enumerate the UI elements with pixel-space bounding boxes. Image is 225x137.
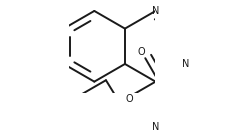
Text: N: N <box>152 6 159 16</box>
Text: O: O <box>138 47 145 57</box>
Text: N: N <box>182 59 190 69</box>
Text: O: O <box>125 94 133 104</box>
Text: N: N <box>152 122 159 132</box>
